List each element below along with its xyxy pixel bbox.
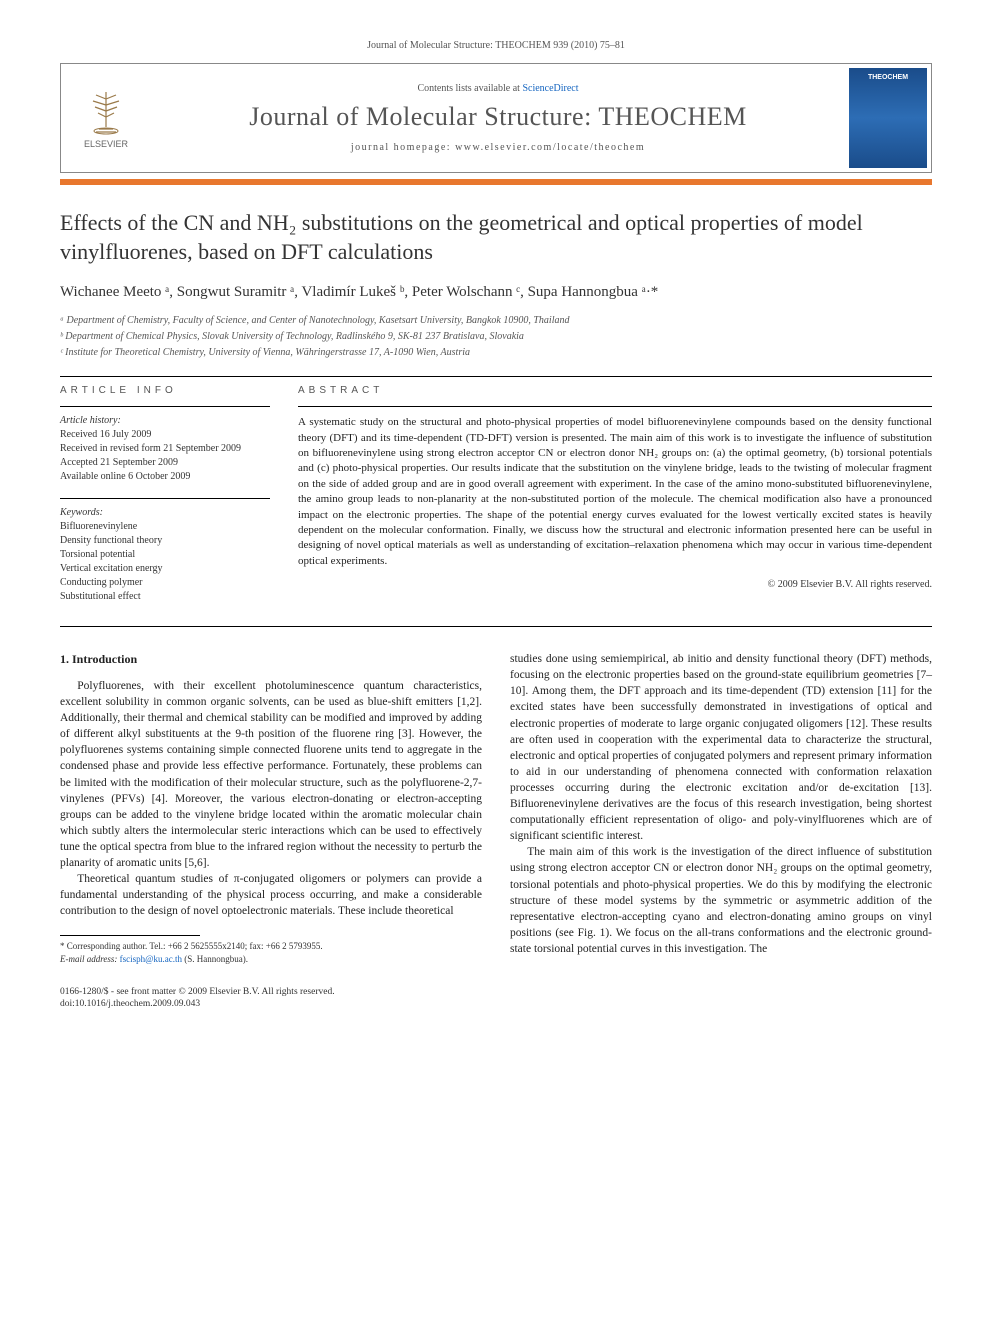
masthead-center: Contents lists available at ScienceDirec… (151, 64, 845, 172)
section-heading-intro: 1. Introduction (60, 651, 482, 668)
keywords-block: Keywords: Bifluorenevinylene Density fun… (60, 507, 270, 604)
info-divider (60, 406, 270, 407)
elsevier-logo-cell: ELSEVIER (61, 64, 151, 172)
footer-doi: doi:10.1016/j.theochem.2009.09.043 (60, 998, 335, 1010)
abstract-text: A systematic study on the structural and… (298, 415, 932, 569)
journal-citation-line: Journal of Molecular Structure: THEOCHEM… (60, 40, 932, 51)
masthead: ELSEVIER Contents lists available at Sci… (60, 63, 932, 173)
corresponding-footnote: * Corresponding author. Tel.: +66 2 5625… (60, 940, 482, 953)
divider-bottom (60, 626, 932, 627)
footnote-divider (60, 935, 200, 936)
article-history-block: Article history: Received 16 July 2009 R… (60, 415, 270, 484)
affiliation-a: ᵃ Department of Chemistry, Faculty of Sc… (60, 313, 932, 328)
info-abstract-row: ARTICLE INFO Article history: Received 1… (60, 385, 932, 618)
body-columns: 1. Introduction Polyfluorenes, with thei… (60, 651, 932, 965)
abstract-copyright: © 2009 Elsevier B.V. All rights reserved… (298, 579, 932, 590)
history-line-3: Available online 6 October 2009 (60, 470, 270, 484)
orange-divider-bar (60, 179, 932, 185)
footer-copyright: 0166-1280/$ - see front matter © 2009 El… (60, 986, 335, 998)
email-suffix: (S. Hannongbua). (184, 954, 248, 964)
email-footnote: E-mail address: fscisph@ku.ac.th (S. Han… (60, 953, 482, 966)
homepage-prefix: journal homepage: (351, 142, 455, 153)
contents-prefix: Contents lists available at (417, 83, 522, 94)
sciencedirect-link[interactable]: ScienceDirect (522, 83, 578, 94)
abstract-divider (298, 406, 932, 407)
article-title: Effects of the CN and NH₂ substitutions … (60, 209, 932, 266)
body-para-2: Theoretical quantum studies of π-conjuga… (60, 871, 482, 919)
email-label: E-mail address: (60, 954, 117, 964)
article-info-heading: ARTICLE INFO (60, 385, 270, 396)
body-para-1: Polyfluorenes, with their excellent phot… (60, 678, 482, 871)
journal-name: Journal of Molecular Structure: THEOCHEM (249, 102, 747, 132)
keyword-4: Conducting polymer (60, 576, 270, 590)
email-address: fscisph@ku.ac.th (120, 954, 182, 964)
keyword-0: Bifluorenevinylene (60, 520, 270, 534)
homepage-url: www.elsevier.com/locate/theochem (455, 142, 645, 153)
elsevier-tree-icon (81, 87, 131, 137)
info-divider-2 (60, 498, 270, 499)
journal-cover-thumbnail: THEOCHEM (849, 68, 927, 168)
keyword-3: Vertical excitation energy (60, 562, 270, 576)
abstract-column: ABSTRACT A systematic study on the struc… (298, 385, 932, 618)
affiliation-c: ᶜ Institute for Theoretical Chemistry, U… (60, 345, 932, 360)
history-line-1: Received in revised form 21 September 20… (60, 442, 270, 456)
body-para-3: studies done using semiempirical, ab ini… (510, 651, 932, 844)
cover-title: THEOCHEM (868, 74, 908, 81)
history-line-2: Accepted 21 September 2009 (60, 456, 270, 470)
keyword-5: Substitutional effect (60, 590, 270, 604)
contents-line: Contents lists available at ScienceDirec… (417, 83, 578, 94)
history-line-0: Received 16 July 2009 (60, 428, 270, 442)
keywords-label: Keywords: (60, 507, 270, 518)
history-label: Article history: (60, 415, 270, 426)
keyword-2: Torsional potential (60, 548, 270, 562)
body-column-right: studies done using semiempirical, ab ini… (510, 651, 932, 965)
journal-homepage: journal homepage: www.elsevier.com/locat… (351, 142, 645, 153)
footer-left: 0166-1280/$ - see front matter © 2009 El… (60, 986, 335, 1011)
page: Journal of Molecular Structure: THEOCHEM… (0, 0, 992, 1050)
affiliations: ᵃ Department of Chemistry, Faculty of Sc… (60, 313, 932, 360)
elsevier-label: ELSEVIER (84, 139, 128, 149)
abstract-heading: ABSTRACT (298, 385, 932, 396)
divider-top (60, 376, 932, 377)
article-info-column: ARTICLE INFO Article history: Received 1… (60, 385, 270, 618)
keyword-1: Density functional theory (60, 534, 270, 548)
page-footer: 0166-1280/$ - see front matter © 2009 El… (60, 986, 932, 1011)
author-list: Wichanee Meeto ᵃ, Songwut Suramitr ᵃ, Vl… (60, 284, 932, 301)
body-column-left: 1. Introduction Polyfluorenes, with thei… (60, 651, 482, 965)
body-para-4: The main aim of this work is the investi… (510, 844, 932, 957)
affiliation-b: ᵇ Department of Chemical Physics, Slovak… (60, 329, 932, 344)
